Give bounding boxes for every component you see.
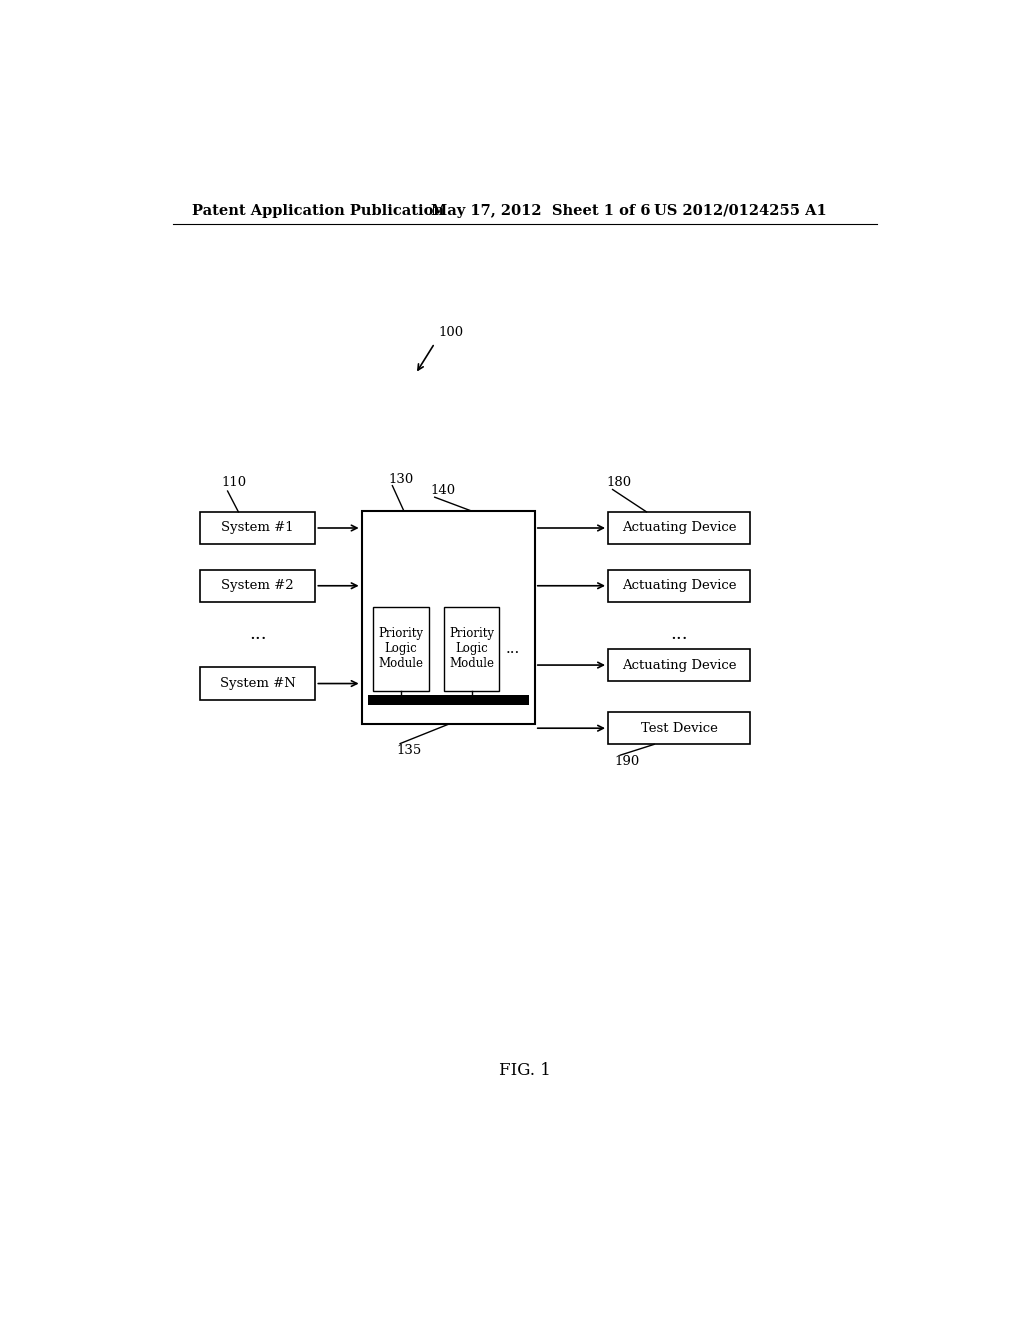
Text: 135: 135 [396,743,422,756]
Text: Priority
Logic
Module: Priority Logic Module [450,627,495,671]
Text: Test Device: Test Device [641,722,718,735]
Text: 140: 140 [431,484,456,498]
Text: System #2: System #2 [221,579,294,593]
Text: System #1: System #1 [221,521,294,535]
Text: 100: 100 [438,326,464,339]
Text: US 2012/0124255 A1: US 2012/0124255 A1 [654,203,827,218]
Text: Patent Application Publication: Patent Application Publication [193,203,444,218]
Bar [608,570,751,602]
Text: 190: 190 [614,755,639,768]
Text: Actuating Device: Actuating Device [622,521,736,535]
Bar [200,570,315,602]
Text: ...: ... [249,626,266,643]
Bar [200,668,315,700]
Text: ...: ... [506,642,520,656]
Bar [608,512,751,544]
Text: Priority
Logic
Module: Priority Logic Module [378,627,423,671]
Text: May 17, 2012  Sheet 1 of 6: May 17, 2012 Sheet 1 of 6 [431,203,650,218]
Text: FIG. 1: FIG. 1 [499,1063,551,1080]
Text: Actuating Device: Actuating Device [622,659,736,672]
Bar [373,607,429,692]
Text: 130: 130 [388,473,414,486]
Bar [200,512,315,544]
Text: System #N: System #N [220,677,296,690]
Text: 180: 180 [606,477,632,490]
Bar [608,649,751,681]
Text: Actuating Device: Actuating Device [622,579,736,593]
Bar [444,607,500,692]
Bar [368,696,528,705]
Bar [608,711,751,744]
Text: ...: ... [671,626,688,643]
Bar [361,511,535,725]
Text: 110: 110 [221,477,247,490]
